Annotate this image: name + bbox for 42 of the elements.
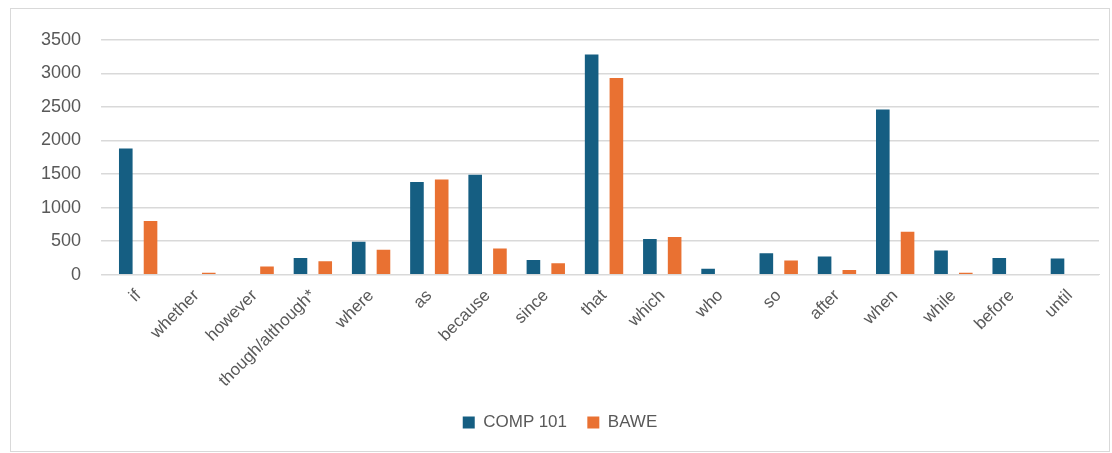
x-tick-label: so (758, 285, 785, 312)
bar (260, 266, 274, 274)
y-tick-label: 1000 (41, 196, 82, 217)
y-tick-label: 1500 (41, 162, 82, 183)
bar (934, 250, 948, 274)
bar (351, 241, 366, 274)
y-tick-label: 3500 (41, 28, 82, 49)
bar (876, 109, 890, 274)
x-tick-label: as (409, 285, 436, 312)
y-tick-label: 0 (71, 263, 82, 284)
bar (376, 249, 391, 274)
bar (434, 179, 449, 274)
y-tick-label: 3000 (41, 62, 82, 83)
bar (584, 54, 599, 274)
bar (701, 268, 715, 274)
legend-label: COMP 101 (483, 412, 568, 432)
bar (609, 78, 624, 274)
bar (643, 239, 657, 274)
bar (410, 182, 424, 274)
bar (759, 253, 774, 274)
x-tick-label: that (576, 285, 611, 320)
bar (1050, 258, 1065, 274)
bar (900, 231, 915, 274)
bar (992, 257, 1007, 274)
x-tick-label: who (690, 285, 727, 322)
bar (293, 257, 308, 274)
bar (667, 237, 682, 274)
x-tick-label: if (124, 285, 145, 306)
bar (118, 148, 133, 274)
y-tick-label: 2000 (41, 129, 82, 150)
bar (551, 263, 565, 274)
bar (493, 248, 507, 274)
bar (468, 174, 482, 274)
bar (784, 260, 798, 274)
bar (143, 220, 158, 274)
legend-label: BAWE (607, 412, 658, 432)
bar (817, 256, 832, 274)
bar (318, 261, 333, 274)
y-tick-label: 2500 (41, 95, 82, 116)
bar (526, 259, 541, 274)
y-tick-label: 500 (51, 230, 82, 251)
bar (842, 269, 857, 274)
